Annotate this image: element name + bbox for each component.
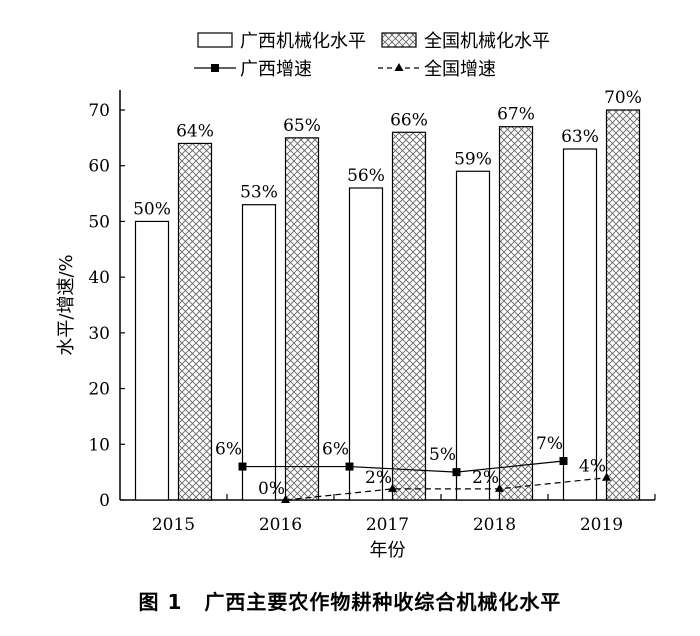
- y-tick-label: 40: [88, 268, 110, 288]
- bar-label-national: 64%: [176, 121, 214, 141]
- marker-guangxi-growth: [559, 457, 568, 465]
- y-axis-title: 水平/增速/%: [56, 254, 77, 355]
- bar-label-guangxi: 53%: [240, 183, 278, 203]
- y-tick-label: 10: [88, 435, 110, 455]
- legend-label: 广西增速: [240, 59, 312, 80]
- y-tick-label: 20: [88, 380, 110, 400]
- x-tick-label: 2017: [366, 515, 409, 535]
- line-guangxi-growth: [242, 460, 564, 473]
- figure-title: 广西主要农作物耕种收综合机械化水平: [204, 590, 562, 614]
- y-tick-label: 50: [88, 212, 110, 232]
- legend-item: 广西增速: [194, 59, 312, 80]
- y-tick-label: 70: [88, 101, 110, 121]
- marker-guangxi-growth: [345, 462, 354, 471]
- marker-national-growth: [602, 472, 611, 481]
- bar-label-guangxi: 59%: [454, 149, 492, 169]
- figure-caption: 图 1 广西主要农作物耕种收综合机械化水平: [0, 586, 700, 615]
- line-label-guangxi: 5%: [429, 445, 456, 465]
- line-label-national: 4%: [579, 457, 606, 477]
- bar-guangxi-level: [455, 170, 491, 501]
- line-label-national: 0%: [258, 479, 285, 499]
- legend-swatch-hollow: [197, 32, 233, 48]
- bar-label-guangxi: 50%: [133, 199, 171, 219]
- bar-guangxi-level: [241, 204, 277, 501]
- axes: 0 10 20 30 40 50 60 70 2015 2016 2017 2018 2019 年份 水平/…: [56, 90, 656, 561]
- marker-national-growth: [388, 483, 397, 492]
- bar-label-national: 70%: [604, 88, 642, 108]
- line-label-national: 2%: [365, 468, 392, 488]
- data-labels: 50% 53% 56% 59% 63% 64% 65% 66% 67% 70% 6% 6% 5% 7% 0%…: [133, 88, 642, 499]
- marker-guangxi-growth: [452, 468, 461, 477]
- bar-label-national: 65%: [283, 116, 321, 136]
- marker-national-growth: [281, 495, 290, 503]
- line-label-guangxi: 6%: [322, 440, 349, 460]
- bar-guangxi-level: [348, 187, 384, 501]
- legend-label: 全国增速: [424, 59, 496, 80]
- bar-national-level: [498, 126, 534, 501]
- line-label-guangxi: 6%: [215, 440, 242, 460]
- marker-national-growth: [495, 483, 504, 492]
- bar-label-national: 67%: [497, 105, 535, 125]
- x-tick-label: 2015: [152, 515, 195, 535]
- y-tick-label: 0: [99, 491, 110, 511]
- bar-guangxi-level: [562, 148, 598, 501]
- bar-national-level: [284, 137, 320, 501]
- legend-item: 全国机械化水平: [381, 31, 550, 52]
- bar-label-national: 66%: [390, 110, 428, 130]
- legend-swatch-hatched: [381, 32, 417, 48]
- x-tick-label: 2018: [473, 515, 516, 535]
- bar-national-level: [605, 109, 641, 501]
- marker-guangxi-growth: [238, 462, 247, 471]
- x-tick-label: 2019: [580, 515, 623, 535]
- bar-label-guangxi: 63%: [561, 127, 599, 147]
- bar-national-level: [391, 131, 427, 501]
- bar-guangxi-level: [134, 220, 170, 501]
- bar-national-level: [177, 142, 213, 501]
- legend-label: 广西机械化水平: [240, 31, 366, 52]
- legend-item: 全国增速: [378, 59, 496, 80]
- legend-label: 全国机械化水平: [424, 31, 550, 52]
- x-axis-title: 年份: [370, 540, 406, 561]
- figure-number: 图 1: [138, 590, 183, 614]
- line-label-national: 2%: [472, 468, 499, 488]
- bar-label-guangxi: 56%: [347, 166, 385, 186]
- x-tick-label: 2016: [259, 515, 302, 535]
- legend-marker-triangle: [394, 63, 404, 71]
- legend-item: 广西机械化水平: [197, 31, 366, 52]
- line-label-guangxi: 7%: [536, 434, 563, 454]
- growth-lines: [238, 457, 611, 503]
- y-tick-label: 60: [88, 157, 110, 177]
- bars: [134, 109, 641, 501]
- y-tick-label: 30: [88, 324, 110, 344]
- line-national-growth: [285, 477, 607, 501]
- legend-marker-square: [211, 64, 219, 72]
